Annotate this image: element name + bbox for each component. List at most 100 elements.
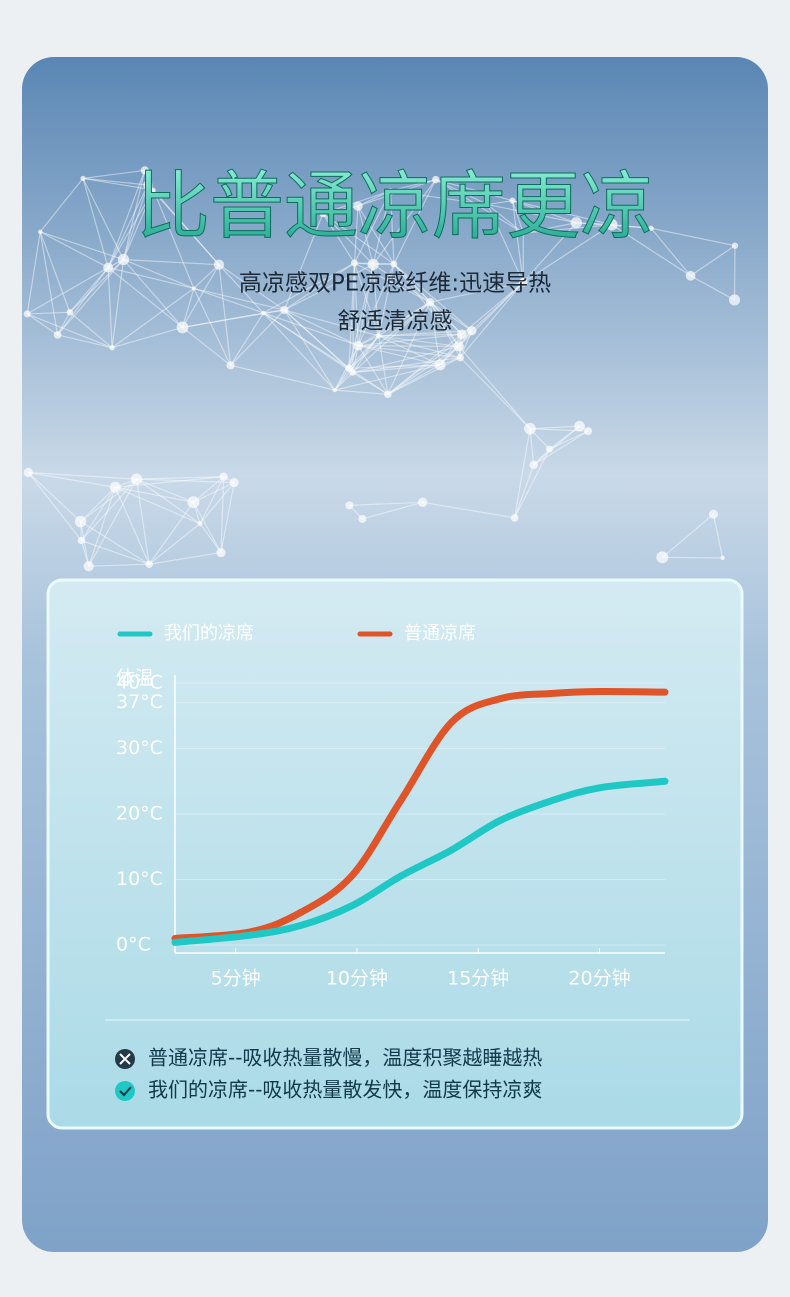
- net-line: [114, 487, 150, 565]
- net-dot: [350, 259, 358, 267]
- net-line: [378, 335, 441, 366]
- net-line: [107, 184, 149, 268]
- net-dot: [456, 329, 467, 340]
- y-tick-label: 0°C: [116, 934, 151, 956]
- net-dot: [145, 560, 153, 569]
- net-line: [283, 309, 354, 373]
- net-dot: [720, 555, 725, 561]
- series-line: [171, 687, 669, 942]
- net-line: [390, 190, 488, 206]
- net-line: [378, 263, 395, 336]
- net-dot: [191, 286, 196, 291]
- net-line: [81, 539, 150, 565]
- net-dot: [187, 496, 200, 509]
- net-line: [148, 523, 201, 565]
- net-line: [393, 263, 460, 347]
- net-line: [80, 521, 150, 565]
- net-line: [387, 345, 460, 395]
- net-line: [512, 200, 612, 226]
- net-line: [690, 245, 736, 277]
- net-dot: [229, 477, 239, 488]
- net-dot: [387, 188, 394, 194]
- net-line: [357, 179, 436, 207]
- net-line: [387, 357, 461, 395]
- net-line: [429, 301, 460, 347]
- net-dot: [216, 547, 226, 558]
- net-line: [69, 267, 109, 313]
- net-dot: [140, 166, 149, 175]
- net-line: [387, 301, 431, 395]
- body-temp-label: 体温: [116, 667, 154, 689]
- net-line: [149, 551, 222, 565]
- net-line: [39, 178, 84, 233]
- net-line: [393, 179, 437, 265]
- net-line: [82, 169, 145, 179]
- net-line: [182, 326, 231, 366]
- net-line: [283, 309, 336, 391]
- y-tick-label: 40°C: [116, 672, 163, 694]
- net-line: [334, 335, 380, 391]
- net-dot: [485, 202, 490, 207]
- net-dot: [520, 230, 526, 236]
- net-line: [57, 267, 109, 336]
- net-line: [358, 333, 462, 347]
- net-dot: [109, 344, 115, 351]
- net-line: [393, 263, 431, 303]
- net-line: [193, 287, 285, 311]
- net-dot: [280, 305, 289, 315]
- net-dot: [332, 388, 337, 393]
- net-line: [230, 364, 335, 391]
- net-line: [358, 345, 441, 366]
- net-line: [199, 482, 235, 525]
- net-dot: [524, 422, 536, 435]
- net-line: [486, 204, 524, 283]
- net-line: [348, 263, 356, 369]
- net-line: [358, 345, 461, 359]
- net-line: [152, 189, 195, 289]
- net-line: [650, 227, 692, 277]
- net-line: [107, 189, 154, 268]
- net-line: [352, 345, 460, 374]
- net-line: [429, 301, 473, 332]
- note-icon-mark: [119, 1086, 132, 1097]
- net-dot: [417, 497, 428, 508]
- net-dot: [345, 364, 353, 372]
- net-line: [372, 263, 431, 303]
- net-line: [348, 301, 431, 369]
- note: 普通凉席--吸收热量散慢，温度积聚越睡越热: [148, 1046, 542, 1070]
- net-line: [348, 264, 374, 369]
- net-line: [511, 200, 524, 283]
- net-dot: [648, 225, 654, 231]
- net-dot: [74, 515, 87, 528]
- net-line: [357, 263, 395, 346]
- x-tick-label: 20分钟: [568, 968, 630, 990]
- net-line: [115, 486, 201, 525]
- net-line: [193, 264, 220, 289]
- title: 比普通凉席更凉: [136, 163, 654, 249]
- net-line: [458, 281, 524, 347]
- net-dot: [656, 551, 669, 564]
- net-dot: [151, 187, 156, 193]
- net-dot: [685, 270, 696, 281]
- net-line: [459, 357, 531, 430]
- net-line: [459, 281, 524, 359]
- subtitle: 舒适清凉感: [338, 309, 453, 335]
- net-line: [115, 486, 194, 503]
- net-line: [487, 204, 524, 234]
- net-line: [136, 478, 194, 503]
- net-dot: [219, 472, 228, 481]
- net-dot: [176, 321, 189, 334]
- net-line: [230, 312, 264, 366]
- net-line: [152, 189, 220, 266]
- note-icon-mark: [119, 1053, 131, 1065]
- net-dot: [213, 259, 225, 270]
- net-line: [611, 224, 691, 277]
- net-line: [387, 333, 463, 395]
- net-line: [263, 312, 353, 374]
- net-line: [378, 335, 461, 359]
- net-line: [353, 263, 359, 346]
- net-line: [26, 313, 58, 336]
- net-line: [348, 335, 380, 369]
